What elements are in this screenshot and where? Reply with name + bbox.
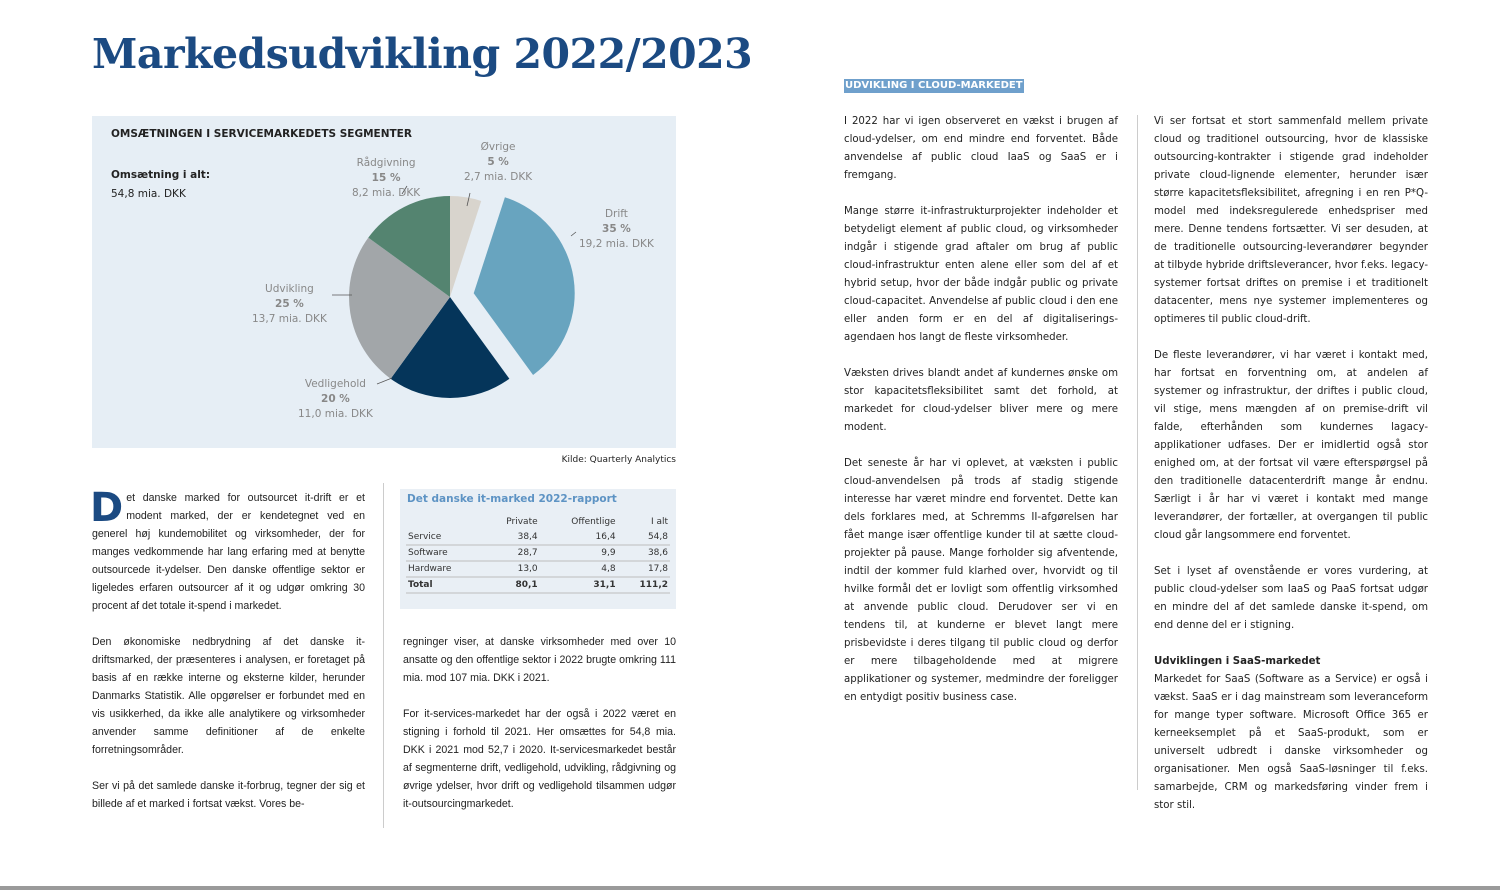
table-row: Hardware 13,0 4,8 17,8 [406, 561, 670, 578]
slice-label-udvikling: Udvikling 25 % 13,7 mia. DKK [252, 283, 327, 325]
leader-line [466, 192, 471, 207]
market-table: Private Offentlige I alt Service 38,4 16,4 54… [406, 515, 670, 594]
pie-slice-drift [473, 197, 575, 375]
pie-slice-rdgivning [368, 196, 450, 297]
paragraph: Set i lyset af ovenstående er vores vurd… [1154, 566, 1428, 631]
paragraph: Ser vi på det samlede danske it-forbrug,… [92, 780, 365, 810]
total-value: 54,8 mia. DKK [111, 188, 186, 200]
paragraph: Vi ser fortsat et stort sammenfald melle… [1154, 116, 1428, 325]
paragraph: Væksten drives blandt andet af kundernes… [844, 368, 1118, 433]
drop-cap: D [90, 485, 124, 531]
chart-source: Kilde: Quarterly Analytics [561, 455, 676, 465]
paragraph: De fleste leverandører, vi har været i k… [1154, 350, 1428, 541]
paragraph: Det seneste år har vi oplevet, at vækste… [844, 458, 1118, 703]
pie-slice-udvikling [348, 237, 450, 379]
page-title: Markedsudvikling 2022/2023 [92, 30, 753, 78]
pie-chart-panel: OMSÆTNINGEN I SERVICEMARKEDETS SEGMENTER… [92, 116, 676, 448]
market-table-box: Det danske it-marked 2022-rapport Privat… [400, 489, 676, 609]
total-label: Omsætning i alt: [111, 169, 211, 181]
leader-line [376, 377, 393, 385]
pie-chart [332, 185, 577, 398]
saas-paragraph: Udviklingen i SaaS-markedet Markedet for … [1154, 653, 1428, 815]
paragraph: Mange større it-infrastrukturprojekter i… [844, 206, 1118, 343]
slice-label-vedligehold: Vedligehold 20 % 11,0 mia. DKK [298, 378, 373, 420]
paragraph: Den økonomiske nedbrydning af det danske… [92, 636, 365, 756]
leader-line [401, 185, 408, 195]
paragraph: For it-services-markedet har der også i … [403, 708, 676, 810]
paragraph: regninger viser, at danske virksomheder … [403, 636, 676, 684]
slice-label-ovrige: Øvrige 5 % 2,7 mia. DKK [464, 141, 533, 183]
section-heading: UDVIKLING I CLOUD-MARKEDET [844, 79, 1024, 93]
leader-line [570, 231, 577, 237]
paragraph: I 2022 har vi igen observeret en vækst i… [844, 116, 1118, 181]
column-divider [1137, 115, 1138, 790]
middle-text-column: regninger viser, at danske virksomheder … [403, 633, 676, 831]
slice-label-drift: Drift 35 % 19,2 mia. DKK [579, 208, 654, 250]
slice-label-radgivning: Rådgivning 15 % 8,2 mia. DKK [352, 157, 421, 199]
table-total-row: Total 80,1 31,1 111,2 [406, 577, 670, 594]
pie-slice-vedligehold [390, 297, 510, 398]
chart-title: OMSÆTNINGEN I SERVICEMARKEDETS SEGMENTER [111, 128, 412, 140]
cloud-column-2: Vi ser fortsat et stort sammenfald melle… [1154, 113, 1428, 833]
table-row: Software 28,7 9,9 38,6 [406, 545, 670, 562]
page-bottom-border [0, 886, 1500, 890]
table-row: Service 38,4 16,4 54,8 [406, 530, 670, 546]
table-title: Det danske it-marked 2022-rapport [407, 493, 617, 505]
cloud-column-1: I 2022 har vi igen observeret en vækst i… [844, 113, 1118, 725]
pie-slice-vrige [450, 196, 482, 297]
subheading: Udviklingen i SaaS-markedet [1154, 656, 1321, 667]
column-divider [383, 483, 384, 828]
